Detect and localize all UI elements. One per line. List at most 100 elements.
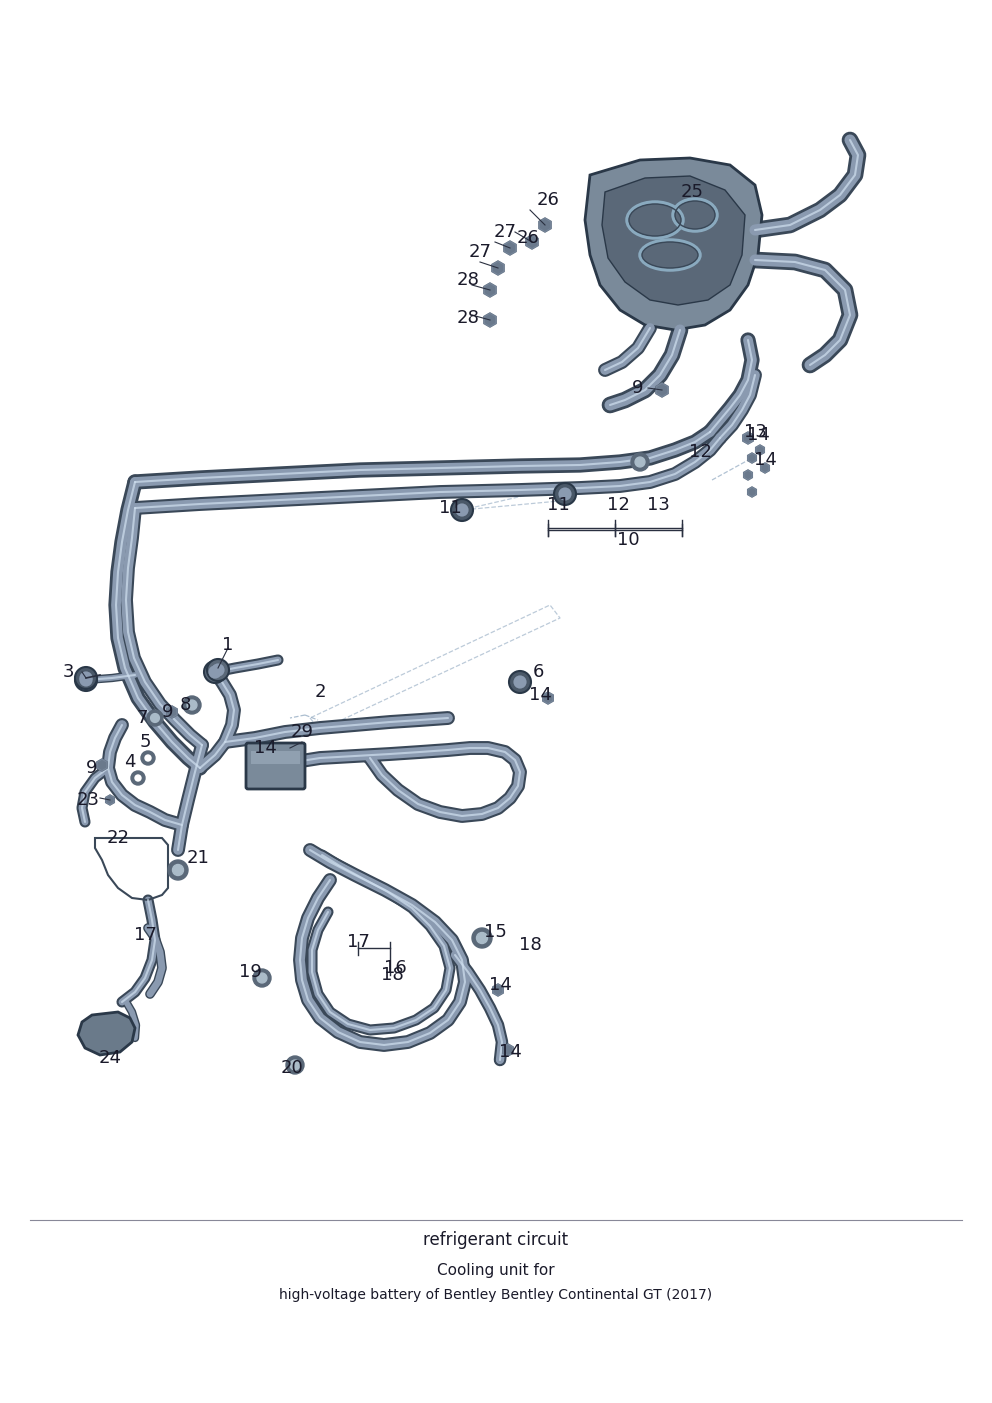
Text: refrigerant circuit: refrigerant circuit (424, 1230, 568, 1249)
Polygon shape (656, 383, 668, 397)
Circle shape (168, 860, 188, 880)
Circle shape (173, 864, 184, 875)
Polygon shape (265, 746, 275, 758)
Text: 29: 29 (291, 723, 313, 741)
Polygon shape (744, 470, 752, 480)
Circle shape (554, 483, 576, 505)
Polygon shape (748, 487, 756, 497)
Text: 14: 14 (489, 976, 512, 993)
Text: 11: 11 (547, 497, 569, 513)
Circle shape (514, 675, 527, 689)
Polygon shape (106, 796, 114, 805)
Text: 2: 2 (314, 683, 325, 702)
Text: 3: 3 (62, 664, 73, 680)
Text: 19: 19 (238, 962, 262, 981)
Circle shape (253, 969, 271, 986)
Circle shape (451, 499, 473, 521)
Circle shape (187, 700, 197, 710)
Circle shape (79, 672, 92, 685)
Polygon shape (484, 313, 496, 327)
Polygon shape (106, 796, 114, 805)
Polygon shape (756, 445, 764, 455)
Text: 14: 14 (529, 686, 552, 704)
Text: 12: 12 (606, 497, 630, 513)
Text: 13: 13 (647, 497, 670, 513)
Polygon shape (602, 175, 745, 304)
Polygon shape (503, 1044, 513, 1056)
Polygon shape (543, 692, 554, 704)
Polygon shape (492, 261, 504, 275)
Text: 1: 1 (222, 636, 234, 654)
Polygon shape (493, 984, 503, 996)
Polygon shape (492, 261, 504, 275)
Polygon shape (526, 234, 538, 248)
Polygon shape (761, 463, 770, 473)
Text: 13: 13 (744, 422, 767, 441)
Polygon shape (656, 383, 668, 397)
Polygon shape (756, 445, 764, 455)
Circle shape (509, 671, 531, 693)
Polygon shape (167, 706, 178, 718)
Circle shape (75, 666, 97, 689)
Circle shape (631, 453, 649, 471)
Circle shape (147, 710, 163, 725)
Circle shape (290, 1061, 300, 1070)
Text: 9: 9 (632, 379, 644, 397)
Text: 8: 8 (180, 696, 190, 714)
Text: Cooling unit for: Cooling unit for (437, 1263, 555, 1278)
FancyBboxPatch shape (246, 744, 305, 788)
Polygon shape (265, 746, 275, 758)
Circle shape (151, 714, 160, 723)
Polygon shape (748, 453, 756, 463)
Text: 11: 11 (438, 499, 461, 516)
Text: 22: 22 (106, 829, 130, 847)
Text: 28: 28 (456, 271, 479, 289)
Polygon shape (526, 234, 538, 248)
Polygon shape (748, 487, 756, 497)
Circle shape (207, 659, 229, 680)
Circle shape (635, 457, 645, 467)
Text: 14: 14 (254, 739, 277, 758)
Text: 7: 7 (136, 709, 148, 727)
Text: 6: 6 (533, 664, 544, 680)
Circle shape (476, 933, 487, 943)
Circle shape (145, 755, 151, 760)
Polygon shape (761, 463, 770, 473)
Text: 9: 9 (86, 759, 98, 777)
Polygon shape (585, 159, 762, 330)
Text: 16: 16 (384, 960, 407, 976)
Text: 25: 25 (681, 182, 703, 201)
Text: 18: 18 (381, 967, 404, 984)
Text: 21: 21 (186, 849, 209, 867)
Circle shape (472, 927, 492, 948)
Polygon shape (743, 432, 753, 443)
Circle shape (558, 487, 571, 501)
Text: high-voltage battery of Bentley Bentley Continental GT (2017): high-voltage battery of Bentley Bentley … (280, 1288, 712, 1302)
Text: 17: 17 (346, 933, 369, 951)
Polygon shape (543, 692, 554, 704)
Polygon shape (503, 1044, 513, 1056)
Text: 14: 14 (747, 427, 770, 443)
Polygon shape (493, 984, 503, 996)
Text: 18: 18 (519, 936, 542, 954)
Circle shape (286, 1056, 304, 1075)
Polygon shape (484, 283, 496, 297)
Circle shape (75, 669, 97, 692)
Polygon shape (97, 759, 107, 772)
Circle shape (135, 774, 141, 781)
Circle shape (257, 974, 267, 984)
Text: 26: 26 (537, 191, 559, 209)
Text: 20: 20 (281, 1059, 304, 1078)
Text: 10: 10 (617, 530, 639, 549)
Text: 26: 26 (517, 229, 540, 247)
Text: 5: 5 (139, 732, 151, 751)
Polygon shape (97, 759, 107, 772)
Text: 27: 27 (468, 243, 491, 261)
Circle shape (183, 696, 201, 714)
Text: 24: 24 (98, 1049, 121, 1068)
Polygon shape (484, 313, 496, 327)
Text: 17: 17 (134, 926, 157, 944)
Circle shape (141, 751, 155, 765)
Text: 4: 4 (124, 753, 136, 772)
Polygon shape (484, 283, 496, 297)
